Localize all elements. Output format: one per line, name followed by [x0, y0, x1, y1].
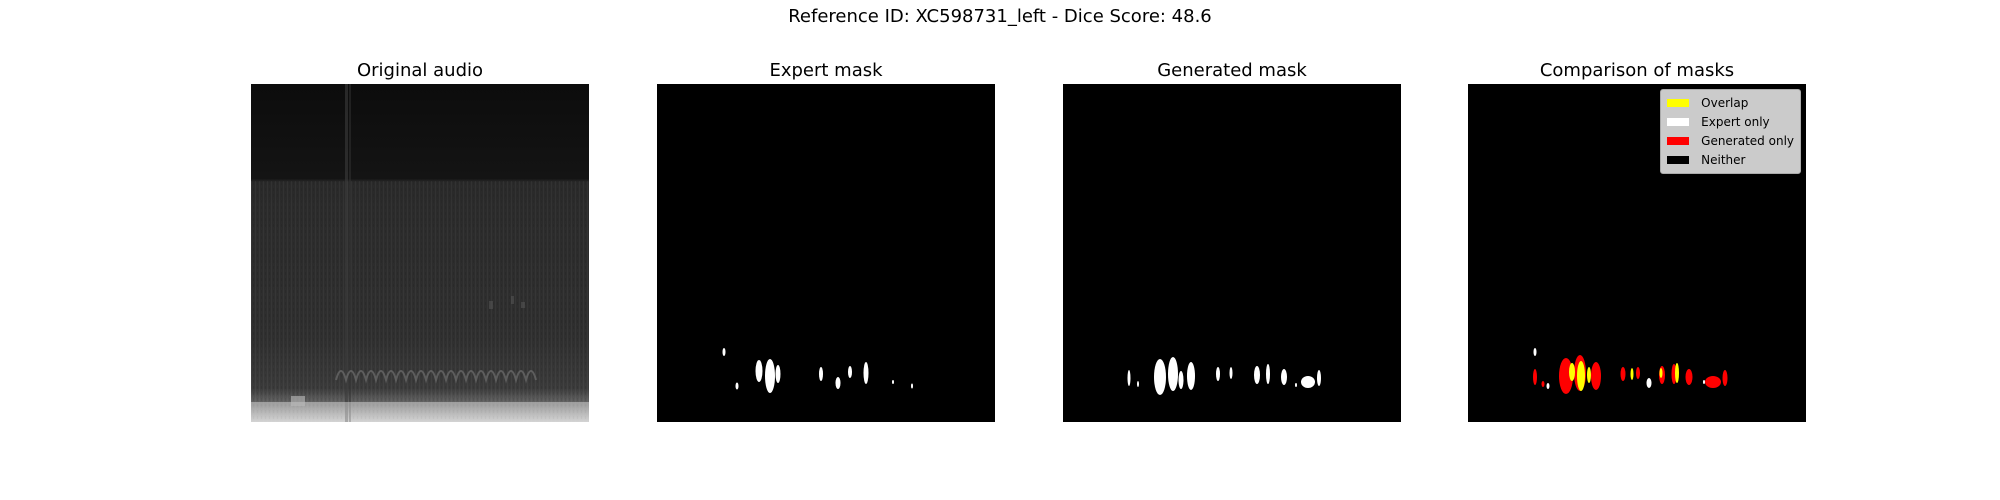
- panel-title-comparison: Comparison of masks: [1539, 60, 1735, 81]
- legend-item-overlap: Overlap: [1667, 93, 1794, 112]
- generated-mask-blobs: [1127, 357, 1321, 395]
- legend-swatch-overlap: [1667, 98, 1690, 107]
- spectrogram-image: [251, 84, 589, 422]
- expert-mask-svg: [722, 348, 913, 393]
- spectrogram-svg: [251, 84, 589, 422]
- comparison-generated-only: [1533, 355, 1728, 394]
- legend-swatch-generated-only: [1667, 136, 1690, 145]
- panel-expert-mask: Expert mask: [657, 58, 995, 422]
- expert-mask-blobs: [722, 348, 913, 393]
- legend-swatch-expert-only: [1667, 117, 1690, 126]
- panel-title-expert-mask: Expert mask: [769, 60, 883, 81]
- spectrogram-harmonics: [335, 370, 537, 384]
- legend-label-generated-only: Generated only: [1701, 133, 1794, 148]
- panel-generated-mask: Generated mask: [1063, 58, 1401, 422]
- legend-item-generated-only: Generated only: [1667, 131, 1794, 150]
- panel-title-generated-mask: Generated mask: [1157, 60, 1307, 81]
- generated-mask-image: [1063, 84, 1401, 422]
- legend-label-expert-only: Expert only: [1701, 114, 1770, 129]
- expert-mask-image: [657, 84, 995, 422]
- legend-item-neither: Neither: [1667, 150, 1794, 169]
- panel-title-original-audio: Original audio: [356, 60, 484, 81]
- comparison-legend: Overlap Expert only Generated only Neith…: [1660, 89, 1801, 174]
- legend-swatch-neither: [1667, 155, 1690, 164]
- panel-comparison: Comparison of masks: [1468, 58, 1806, 422]
- comparison-mask-image: Overlap Expert only Generated only Neith…: [1468, 84, 1806, 422]
- comparison-mask-svg: [1533, 348, 1728, 394]
- legend-label-overlap: Overlap: [1701, 95, 1749, 110]
- panel-original-audio: Original audio: [251, 58, 589, 422]
- legend-item-expert-only: Expert only: [1667, 112, 1794, 131]
- figure-title: Reference ID: XC598731_left - Dice Score…: [788, 6, 1212, 27]
- generated-mask-svg: [1127, 357, 1321, 395]
- comparison-expert-only: [1533, 348, 1705, 389]
- comparison-overlap: [1569, 361, 1679, 391]
- legend-label-neither: Neither: [1701, 152, 1746, 167]
